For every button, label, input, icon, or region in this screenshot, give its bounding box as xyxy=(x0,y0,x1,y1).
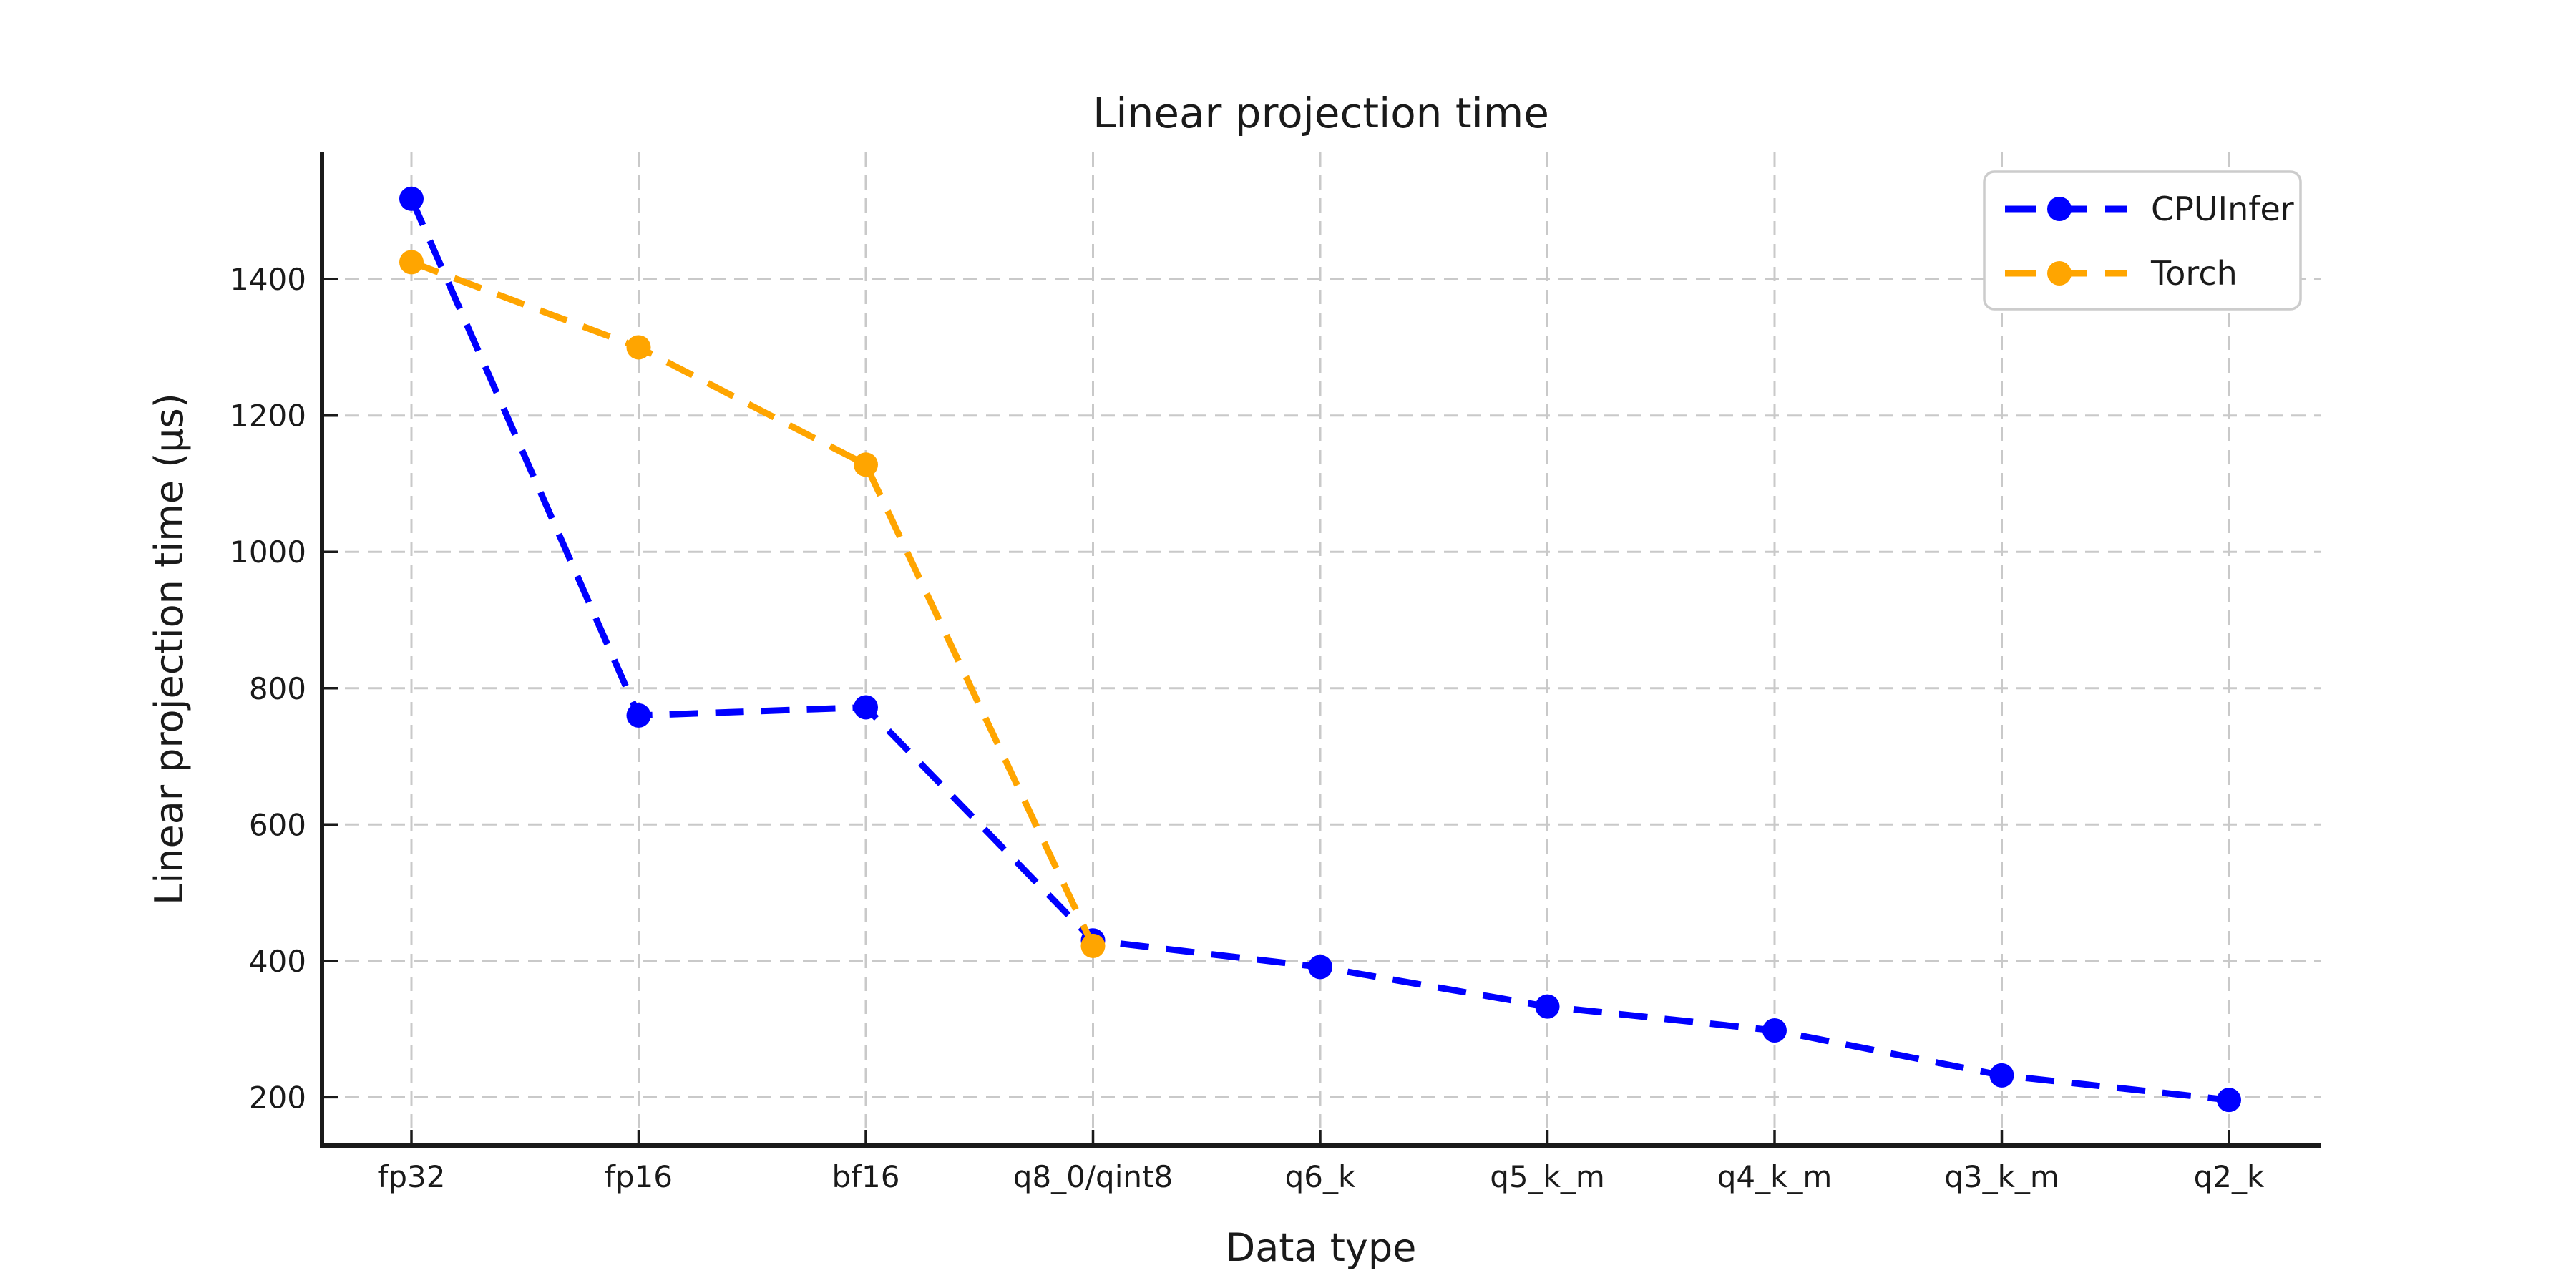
tick-labels: fp32 fp16 bf16 q8_0/qint8 q6_k q5_k_m q4_k_m q3… xyxy=(230,262,2265,1194)
data-point-torch xyxy=(399,250,424,275)
x-tick-label: fp16 xyxy=(605,1159,673,1194)
legend: CPUInfer Torch xyxy=(1983,170,2302,311)
y-tick-label: 1200 xyxy=(230,399,306,434)
x-tick-label: q2_k xyxy=(2194,1159,2265,1194)
series-line-torch xyxy=(410,259,1096,947)
y-axis-label: Linear projection time (µs) xyxy=(147,393,192,905)
x-tick-label: q4_k_m xyxy=(1717,1159,1833,1194)
legend-entry-torch: Torch xyxy=(2005,254,2238,293)
x-tick-label: q5_k_m xyxy=(1490,1159,1605,1194)
x-tick-label: q3_k_m xyxy=(1944,1159,2059,1194)
y-tick-label: 800 xyxy=(249,671,306,706)
data-point-cpuinfer xyxy=(626,703,651,728)
legend-entry-cpuinfer: CPUInfer xyxy=(2005,190,2294,228)
data-point-cpuinfer xyxy=(854,695,878,720)
data-point-torch xyxy=(626,335,651,360)
x-tick-label: bf16 xyxy=(832,1159,900,1194)
data-point-cpuinfer xyxy=(2217,1088,2241,1113)
chart-title: Linear projection time xyxy=(1093,89,1549,137)
data-point-cpuinfer xyxy=(1762,1018,1787,1043)
data-point-torch xyxy=(854,452,878,477)
x-tick-label: fp32 xyxy=(378,1159,446,1194)
x-tick-label: q6_k xyxy=(1285,1159,1356,1194)
data-point-cpuinfer xyxy=(1535,994,1560,1019)
y-tick-label: 1000 xyxy=(230,535,306,570)
legend-label-torch: Torch xyxy=(2150,254,2238,293)
y-tick-label: 400 xyxy=(249,944,306,979)
data-point-torch xyxy=(1080,933,1106,958)
data-point-cpuinfer xyxy=(1308,955,1332,980)
x-tick-label: q8_0/qint8 xyxy=(1013,1159,1173,1194)
y-tick-label: 200 xyxy=(249,1080,306,1115)
tick-marks xyxy=(322,278,2230,1146)
series-layer xyxy=(399,186,2241,1113)
x-axis-label: Data type xyxy=(1226,1225,1417,1270)
data-point-cpuinfer xyxy=(399,186,424,211)
legend-label-cpuinfer: CPUInfer xyxy=(2151,190,2294,228)
y-tick-label: 600 xyxy=(249,807,306,842)
legend-marker-torch xyxy=(2047,261,2072,286)
gridlines xyxy=(322,152,2321,1146)
legend-marker-cpuinfer xyxy=(2047,197,2072,221)
data-point-cpuinfer xyxy=(1989,1063,2014,1088)
y-tick-label: 1400 xyxy=(230,262,306,297)
